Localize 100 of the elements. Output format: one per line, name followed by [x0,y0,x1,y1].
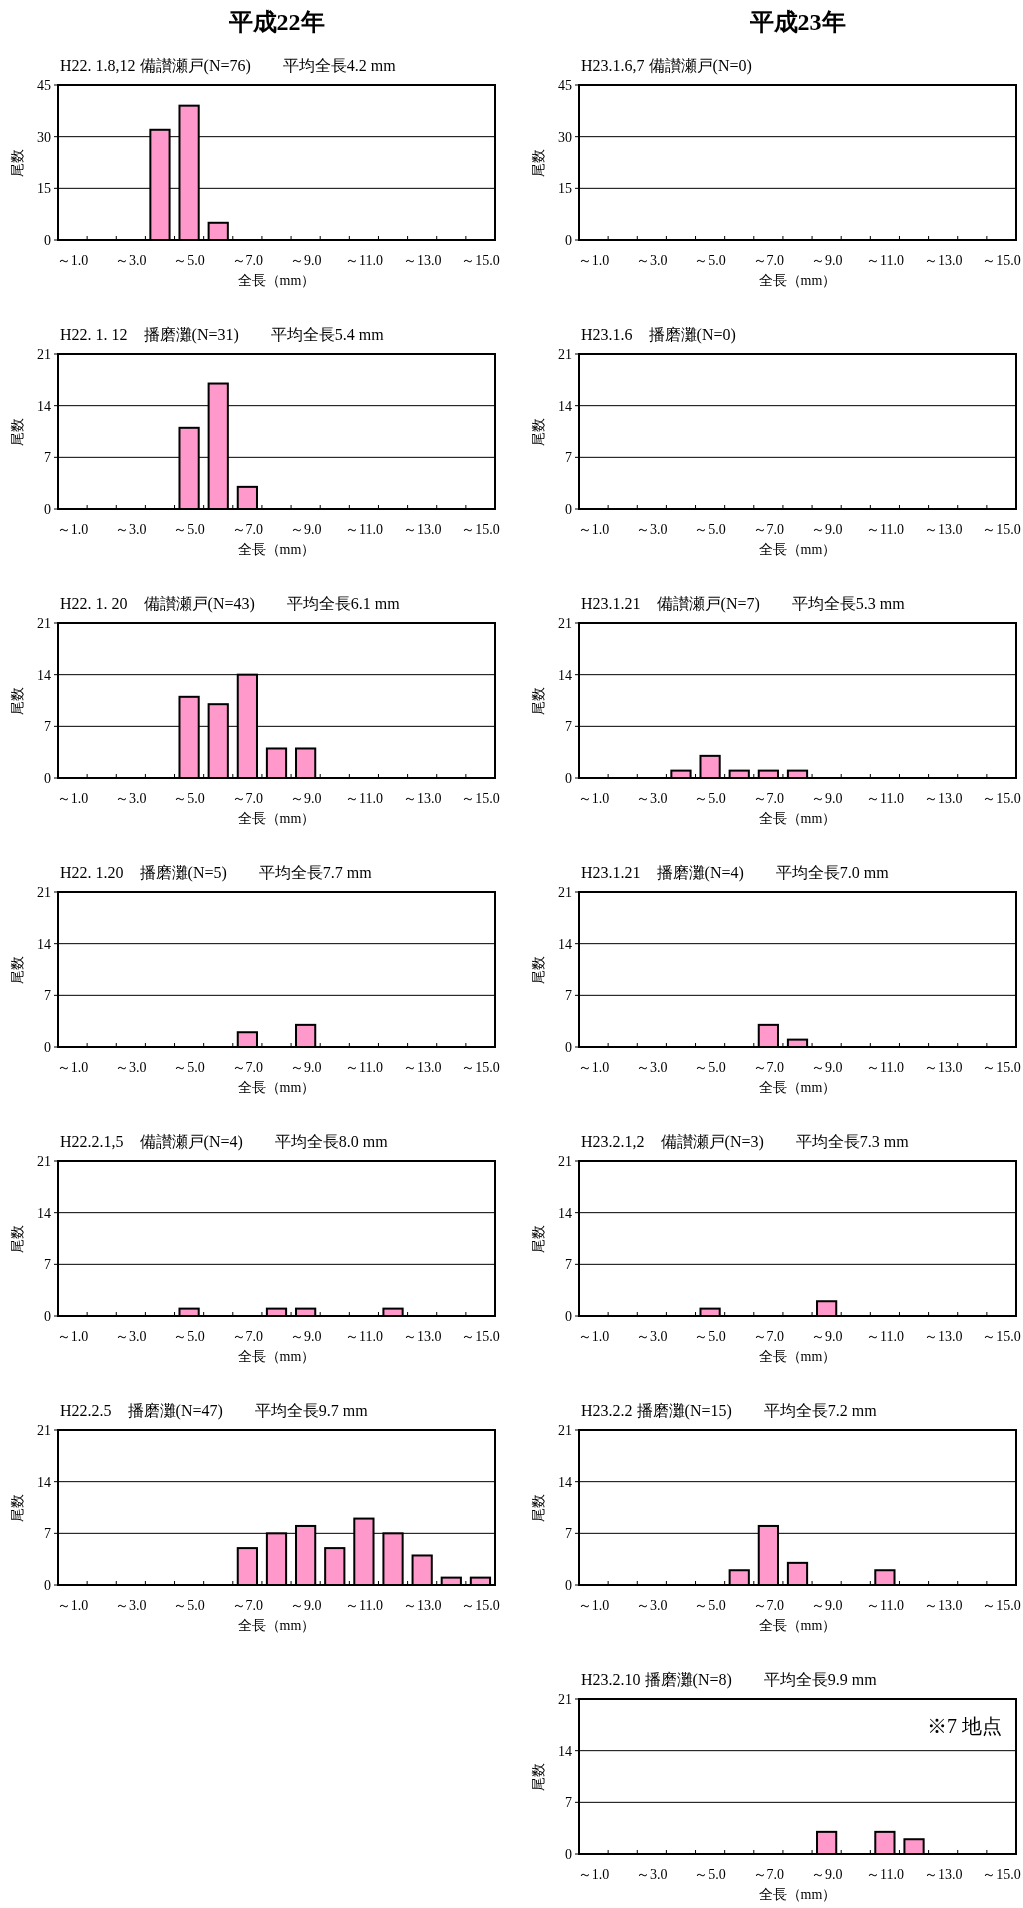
y-tick-label: 14 [558,1743,572,1759]
x-tick-label: ～13.0 [402,791,442,806]
y-axis-title: 尾数 [531,686,546,715]
y-tick-label: 0 [565,1578,572,1593]
x-tick-label: ～7.0 [752,253,785,268]
x-axis-title: 全長（mm） [237,1349,316,1364]
x-axis-title: 全長（mm） [237,1618,316,1633]
y-tick-label: 21 [558,347,572,362]
y-tick-label: 0 [44,771,51,786]
x-tick-label: ～11.0 [865,522,904,537]
x-tick-label: ～3.0 [115,1329,147,1344]
chart-title: H22.2.1,5 備讃瀬戸(N=4) 平均全長8.0 mm [60,1133,389,1151]
x-tick-label: ～9.0 [289,522,322,537]
y-tick-label: 7 [44,1257,51,1273]
x-tick-label: ～5.0 [173,1060,205,1075]
chart-title: H22. 1. 12 播磨灘(N=31) 平均全長5.4 mm [60,326,385,344]
chart-title: H23.1.6 播磨灘(N=0) [581,326,736,344]
y-tick-label: 21 [558,1692,572,1707]
x-tick-label: ～11.0 [344,522,383,537]
x-tick-label: ～7.0 [752,791,785,806]
x-tick-label: ～1.0 [56,1329,89,1344]
y-tick-label: 0 [44,1578,51,1593]
x-tick-label: ～3.0 [115,1598,147,1613]
x-tick-label: ～5.0 [173,791,205,806]
y-axis-title: 尾数 [531,148,546,177]
x-tick-label: ～7.0 [231,522,264,537]
x-tick-label: ～9.0 [289,253,322,268]
x-tick-label: ～5.0 [173,253,205,268]
x-tick-label: ～15.0 [982,791,1021,806]
x-tick-label: ～13.0 [402,1598,442,1613]
x-tick-label: ～9.0 [810,1867,843,1882]
x-tick-label: ～13.0 [923,1598,963,1613]
y-tick-label: 14 [558,398,572,414]
y-tick-label: 14 [558,936,572,952]
x-tick-label: ～13.0 [923,1060,963,1075]
y-tick-label: 21 [37,885,51,900]
y-tick-label: 14 [37,667,51,683]
x-axis-title: 全長（mm） [758,811,837,826]
y-tick-label: 14 [558,667,572,683]
x-axis-title: 全長（mm） [758,1618,837,1633]
x-tick-label: ～5.0 [173,1329,205,1344]
y-tick-label: 30 [558,129,572,145]
y-tick-label: 7 [565,1526,572,1542]
x-tick-label: ～9.0 [810,253,843,268]
x-tick-label: ～13.0 [923,1867,963,1882]
y-axis-title: 尾数 [531,1224,546,1253]
x-tick-label: ～5.0 [173,1598,205,1613]
x-tick-label: ～13.0 [402,522,442,537]
y-tick-label: 0 [44,1309,51,1324]
y-axis-title: 尾数 [10,148,25,177]
chart-title: H23.2.2 播磨灘(N=15) 平均全長7.2 mm [581,1402,878,1420]
x-tick-label: ～5.0 [694,253,726,268]
x-tick-label: ～7.0 [231,1329,264,1344]
x-tick-label: ～11.0 [865,1598,904,1613]
x-tick-label: ～15.0 [982,1329,1021,1344]
y-tick-label: 7 [565,988,572,1004]
y-tick-label: 21 [558,1423,572,1438]
y-tick-label: 15 [558,181,572,197]
x-tick-label: ～9.0 [810,1598,843,1613]
y-axis-title: 尾数 [531,1493,546,1522]
x-tick-label: ～13.0 [402,1329,442,1344]
chart-title: H22. 1. 20 備讃瀬戸(N=43) 平均全長6.1 mm [60,595,401,613]
y-tick-label: 0 [44,233,51,248]
y-tick-label: 7 [44,988,51,1004]
y-axis-title: 尾数 [531,1762,546,1791]
x-tick-label: ～9.0 [289,1329,322,1344]
y-axis-title: 尾数 [10,686,25,715]
y-tick-label: 14 [37,1205,51,1221]
y-tick-label: 21 [558,885,572,900]
x-axis-title: 全長（mm） [237,273,316,288]
y-tick-label: 14 [37,1474,51,1490]
chart-title: H23.2.10 播磨灘(N=8) 平均全長9.9 mm [581,1671,878,1689]
chart-title: H23.2.1,2 備讃瀬戸(N=3) 平均全長7.3 mm [581,1133,910,1151]
y-tick-label: 0 [565,1847,572,1862]
x-tick-label: ～3.0 [115,1060,147,1075]
y-tick-label: 0 [565,233,572,248]
x-tick-label: ～9.0 [289,791,322,806]
x-tick-label: ～7.0 [231,1598,264,1613]
y-tick-label: 21 [37,1154,51,1169]
x-tick-label: ～13.0 [402,1060,442,1075]
x-tick-label: ～1.0 [577,1329,610,1344]
x-tick-label: ～13.0 [923,1329,963,1344]
y-tick-label: 0 [565,1309,572,1324]
y-tick-label: 14 [37,936,51,952]
y-axis-title: 尾数 [10,1224,25,1253]
x-tick-label: ～5.0 [694,1598,726,1613]
x-axis-title: 全長（mm） [237,542,316,557]
x-tick-label: ～5.0 [173,522,205,537]
y-tick-label: 21 [37,616,51,631]
x-tick-label: ～7.0 [752,1329,785,1344]
x-tick-label: ～5.0 [694,1060,726,1075]
x-tick-label: ～7.0 [231,253,264,268]
y-tick-label: 7 [565,1257,572,1273]
annotation: ※7 地点 [927,1715,1002,1737]
x-tick-label: ～3.0 [636,791,668,806]
x-tick-label: ～13.0 [923,253,963,268]
x-tick-label: ～1.0 [577,253,610,268]
x-tick-label: ～1.0 [56,1060,89,1075]
x-tick-label: ～13.0 [923,522,963,537]
x-axis-title: 全長（mm） [758,1080,837,1095]
